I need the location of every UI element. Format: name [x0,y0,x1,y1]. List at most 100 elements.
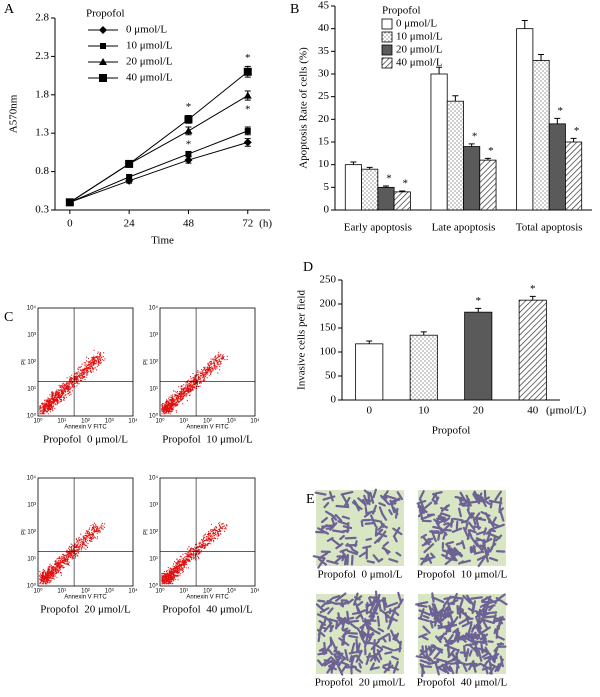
marker [126,173,133,180]
y-tick-label: 10³ [149,333,158,339]
marker [184,156,193,165]
x-tick-label: 10⁰ [155,418,165,425]
x-tick-label: 10 [418,405,430,417]
y-tick-label: 10³ [27,503,36,509]
y-axis-label: PI [144,529,150,535]
y-tick-label: 50 [325,370,337,382]
x-tick-label: Early apoptosis [344,222,412,234]
y-tick-label: 10² [149,360,158,366]
marker [243,138,252,147]
marker [99,74,107,82]
plot-caption: Propofol 0 μmol/L [43,434,128,446]
error-bar [570,137,577,142]
y-tick-label: 1.3 [35,127,49,139]
x-tick-label: 10⁰ [155,588,165,595]
significance-mark: * [245,52,251,64]
bar [518,299,547,401]
bar [344,164,362,211]
event-dots [39,522,106,585]
y-tick-label: 20 [318,113,330,125]
bar [393,191,411,211]
bar [430,73,448,211]
x-axis-label: Annexin V FITC [64,595,107,601]
marker [99,58,107,65]
bar [548,123,566,211]
marker [125,159,134,168]
y-tick-label: 150 [320,322,337,334]
x-tick-label: 10³ [105,589,114,595]
event-dots [161,351,228,415]
x-tick-label: 10¹ [179,589,188,595]
y-tick-label: 1.8 [35,88,49,100]
x-tick-label: 10³ [227,419,236,425]
marker [243,67,252,76]
y-tick-label: 15 [318,136,330,148]
legend-swatch [381,18,393,30]
x-tick-label: 0 [367,405,373,417]
y-tick-label: 0 [331,394,337,406]
series-line [69,95,249,203]
x-tick-label: 0 [67,218,73,230]
cells [315,590,404,676]
y-tick-label: 100 [320,346,337,358]
marker [65,198,74,207]
y-axis-label: PI [22,359,28,365]
bar [516,28,534,211]
y-tick-label: 10⁴ [149,305,159,312]
marker [185,150,192,157]
legend-label: 20 μmol/L [126,56,173,68]
marker [100,43,106,49]
error-bar [399,190,406,192]
y-tick-label: 10³ [27,333,36,339]
legend-title: Propofol [86,8,125,20]
x-tick-label: 10² [203,419,212,425]
marker [184,115,193,124]
marker [244,127,251,134]
y-tick-label: 200 [320,298,337,310]
significance-mark: * [476,295,482,307]
y-tick-label: 10⁴ [149,475,159,482]
y-tick-label: 10³ [149,503,158,509]
y-tick-label: 10² [149,530,158,536]
y-tick-label: 0.3 [35,204,49,216]
y-tick-label: 10 [318,158,330,170]
cells [416,489,506,568]
y-tick-label: 0 [324,204,330,216]
bar [463,146,481,211]
y-tick-label: 10¹ [27,557,36,563]
y-tick-label: 45 [318,0,330,12]
y-tick-label: 25 [318,90,330,102]
error-bar [521,20,528,29]
y-tick-label: 30 [318,68,330,80]
y-tick-label: 10⁴ [27,305,37,312]
panel-label: A [4,2,15,17]
x-tick-label: 48 [183,218,195,230]
marker [99,26,107,34]
error-bar [382,185,389,188]
y-axis-label: A570nm [8,94,20,133]
bar [355,343,384,401]
x-axis-label: Propofol [432,425,471,437]
y-tick-label: 250 [320,274,337,286]
plot-frame [159,477,256,587]
error-bar [554,117,561,124]
image-caption: Propofol 40 μmol/L [417,677,508,689]
legend-label: 20 μmol/L [396,44,443,56]
x-tick-label: 24 [124,218,136,230]
significance-mark: * [386,173,392,185]
x-tick-label: 10³ [105,419,114,425]
y-tick-label: 10² [27,530,36,536]
plot-frame [159,307,256,417]
y-tick-label: 10¹ [149,387,158,393]
legend-label: 10 μmol/L [126,40,173,52]
significance-mark: * [186,138,192,150]
y-axis-label: PI [144,359,150,365]
legend-label: 40 μmol/L [126,72,173,84]
significance-mark: * [472,130,478,142]
legend-swatch [381,44,393,56]
x-tick-label: 10³ [227,589,236,595]
y-tick-label: 10⁰ [27,413,37,420]
y-tick-label: 5 [324,181,330,193]
cells [312,488,403,569]
